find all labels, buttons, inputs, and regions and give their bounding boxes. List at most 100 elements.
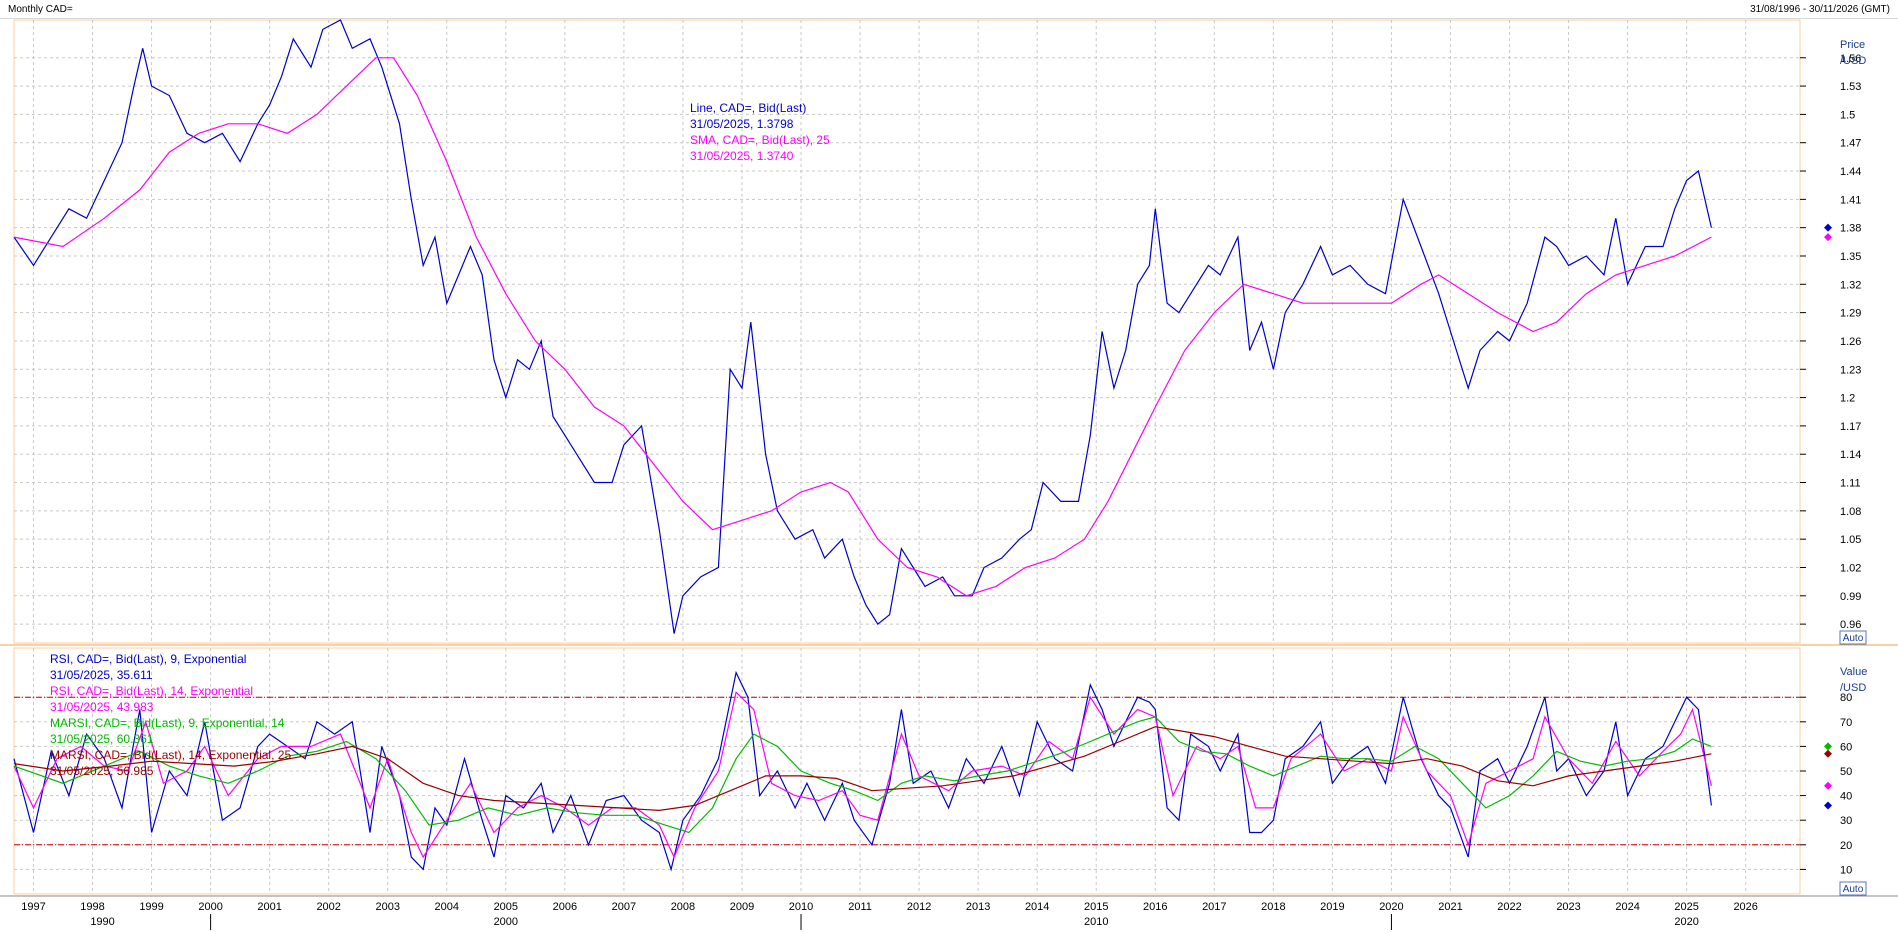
price-tick-label: 1.29	[1840, 308, 1861, 320]
year-label: 2010	[789, 901, 813, 913]
year-label: 2014	[1025, 901, 1049, 913]
price-legend-entry: SMA, CAD=, Bid(Last), 25	[690, 133, 830, 147]
axis-layer: 1997 1998 1999 2000 2001 2002 2003 2004 2005 2006…	[21, 39, 1867, 930]
year-label: 2004	[435, 901, 459, 913]
year-label: 2022	[1497, 901, 1521, 913]
auto-button-box	[1839, 630, 1867, 645]
year-label: 1999	[139, 901, 163, 913]
value-tick-label: 60	[1840, 741, 1852, 753]
auto-button-label: Auto	[1843, 884, 1864, 895]
price-unit-label: Price	[1840, 39, 1865, 51]
price-tick-label: 0.99	[1840, 591, 1861, 603]
value-tick-label: 50	[1840, 766, 1852, 778]
rsi9-series	[13, 670, 1712, 872]
price-tick-label: 1.2	[1840, 393, 1855, 405]
year-label: 2020	[1379, 901, 1403, 913]
auto-button-label: Auto	[1843, 633, 1864, 644]
rsi14-series-last-marker	[1824, 781, 1832, 790]
decade-label: 2020	[1674, 916, 1698, 928]
auto-button-box	[1839, 881, 1867, 896]
decade-label: 2010	[1084, 916, 1108, 928]
price-tick-label: 1.26	[1840, 336, 1861, 348]
value-tick-label: 40	[1840, 791, 1852, 803]
price-auto-button[interactable]: Auto	[1839, 630, 1867, 645]
window-title: Monthly CAD=	[8, 4, 73, 15]
indicator-legend-entry: MARSI, CAD=, Bid(Last), 9, Exponential, …	[50, 716, 285, 730]
year-label: 2024	[1615, 901, 1639, 913]
reference-lines	[14, 696, 1800, 846]
price-line-series-last-marker	[1824, 223, 1832, 232]
price-line-series	[13, 19, 1712, 634]
rsi9-series-last-marker	[1824, 801, 1832, 810]
price-tick-label: 1.44	[1840, 166, 1861, 178]
date-range: 31/08/1996 - 30/11/2026 (GMT)	[1750, 4, 1890, 15]
year-label: 2019	[1320, 901, 1344, 913]
indicator-legend-entry: RSI, CAD=, Bid(Last), 9, Exponential	[50, 652, 246, 666]
year-label: 2011	[848, 901, 872, 913]
year-label: 2015	[1084, 901, 1108, 913]
year-label: 2002	[316, 901, 340, 913]
marsi9-series	[13, 716, 1712, 834]
year-label: 2016	[1143, 901, 1167, 913]
window-titlebar: Monthly CAD= 31/08/1996 - 30/11/2026 (GM…	[0, 0, 1898, 19]
year-label: 1998	[80, 901, 104, 913]
price-tick-label: 1.08	[1840, 506, 1861, 518]
sma-series	[13, 57, 1712, 597]
price-tick-label: 1.14	[1840, 449, 1861, 461]
price-tick-label: 1.32	[1840, 279, 1861, 291]
year-label: 2007	[612, 901, 636, 913]
indicator-legend-entry: 31/05/2025, 43.983	[50, 700, 154, 714]
year-label: 2026	[1733, 901, 1757, 913]
marsi14-series	[13, 726, 1712, 812]
price-tick-label: 1.17	[1840, 421, 1861, 433]
indicator-auto-button[interactable]: Auto	[1839, 881, 1867, 896]
price-tick-label: 1.02	[1840, 562, 1861, 574]
value-tick-label: 10	[1840, 864, 1852, 876]
value-tick-label: 30	[1840, 815, 1852, 827]
price-pane-frame	[13, 19, 1801, 644]
value-tick-label: 80	[1840, 692, 1852, 704]
price-tick-label: 1.11	[1840, 478, 1861, 490]
indicator-legend-entry: MARSI, CAD=, Bid(Last), 14, Exponential,…	[50, 748, 291, 762]
legend-layer: Line, CAD=, Bid(Last) 31/05/2025, 1.3798 S…	[50, 101, 830, 778]
indicator-legend-entry: 31/05/2025, 60.361	[50, 732, 154, 746]
price-tick-label: 1.05	[1840, 534, 1861, 546]
price-tick-label: 1.35	[1840, 251, 1861, 263]
price-legend-entry: 31/05/2025, 1.3740	[690, 149, 794, 163]
year-label: 2025	[1674, 901, 1698, 913]
year-label: 2001	[257, 901, 281, 913]
price-legend-entry: Line, CAD=, Bid(Last)	[690, 101, 806, 115]
price-tick-label: 1.47	[1840, 138, 1861, 150]
year-label: 2005	[494, 901, 518, 913]
marsi14-series-last-marker	[1824, 749, 1832, 758]
indicator-legend-entry: RSI, CAD=, Bid(Last), 14, Exponential	[50, 684, 253, 698]
value-tick-label: 20	[1840, 840, 1852, 852]
year-label: 2023	[1556, 901, 1580, 913]
value-unit-label: /USD	[1840, 682, 1866, 694]
price-unit-label: /USD	[1840, 55, 1866, 67]
year-label: 2013	[966, 901, 990, 913]
rsi14-series	[13, 691, 1712, 859]
year-label: 2018	[1261, 901, 1285, 913]
series-layer	[13, 19, 1712, 872]
price-legend-entry: 31/05/2025, 1.3798	[690, 117, 794, 131]
year-label: 2003	[375, 901, 399, 913]
price-tick-label: 0.96	[1840, 619, 1861, 631]
price-tick-label: 1.41	[1840, 194, 1861, 206]
decade-label: 1990	[90, 916, 114, 928]
price-tick-label: 1.23	[1840, 364, 1861, 376]
marsi9-series-last-marker	[1824, 742, 1832, 751]
chart-grid	[14, 20, 1800, 894]
price-tick-label: 1.53	[1840, 81, 1861, 93]
year-label: 2008	[671, 901, 695, 913]
year-label: 1997	[21, 901, 45, 913]
decade-label: 2000	[494, 916, 518, 928]
year-label: 2021	[1438, 901, 1462, 913]
last-value-markers	[1824, 223, 1832, 810]
year-label: 2012	[907, 901, 931, 913]
year-label: 2006	[553, 901, 577, 913]
price-tick-label: 1.56	[1840, 53, 1861, 65]
price-tick-label: 1.5	[1840, 109, 1855, 121]
year-label: 2009	[730, 901, 754, 913]
